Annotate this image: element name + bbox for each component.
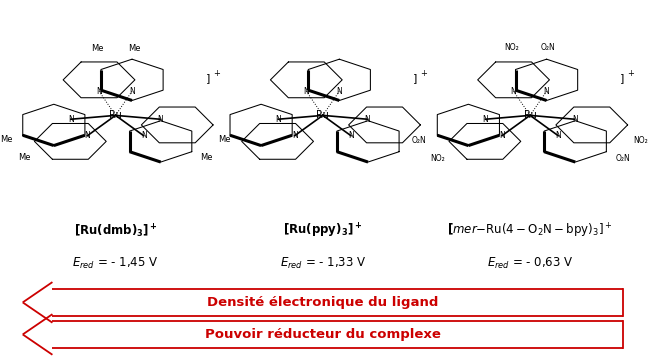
Text: Me: Me: [91, 45, 104, 53]
Text: N: N: [141, 131, 146, 140]
Text: ]: ]: [620, 74, 625, 84]
Text: NO₂: NO₂: [634, 135, 648, 145]
Text: $\bf{[Ru(ppy)_3]^+}$: $\bf{[Ru(ppy)_3]^+}$: [283, 222, 362, 240]
Text: Me: Me: [0, 135, 12, 144]
Text: O₂N: O₂N: [615, 154, 630, 163]
Text: $E_{red}$ = - 0,63 V: $E_{red}$ = - 0,63 V: [487, 256, 573, 271]
Text: $E_{red}$ = - 1,45 V: $E_{red}$ = - 1,45 V: [73, 256, 159, 271]
Text: +: +: [421, 69, 427, 78]
Text: +: +: [213, 69, 220, 78]
Text: ]: ]: [205, 74, 210, 84]
Text: N: N: [511, 87, 516, 96]
Text: NO₂: NO₂: [504, 43, 519, 52]
Text: NO₂: NO₂: [430, 154, 445, 163]
Text: N: N: [157, 115, 163, 124]
Text: N: N: [499, 131, 505, 140]
Text: $\bf{[Ru(dmb)_3]^+}$: $\bf{[Ru(dmb)_3]^+}$: [74, 223, 157, 240]
Text: N: N: [275, 115, 281, 124]
Text: Ru: Ru: [524, 110, 537, 120]
Text: N: N: [96, 87, 102, 96]
Text: $\bf{[\mathit{mer}\mathrm{-Ru(4-O_2N-bpy)_3]^+}}$: $\bf{[\mathit{mer}\mathrm{-Ru(4-O_2N-bpy…: [447, 222, 613, 240]
Text: N: N: [555, 131, 561, 140]
Text: O₂N: O₂N: [412, 135, 426, 145]
Text: N: N: [348, 131, 354, 140]
Text: Me: Me: [218, 135, 231, 144]
Text: Ru: Ru: [316, 110, 329, 120]
Text: N: N: [84, 131, 90, 140]
Text: N: N: [544, 87, 550, 96]
Text: N: N: [483, 115, 489, 124]
Text: +: +: [627, 69, 634, 78]
Text: N: N: [68, 115, 74, 124]
Text: N: N: [572, 115, 577, 124]
Text: Me: Me: [128, 45, 140, 53]
Text: Me: Me: [18, 153, 31, 162]
Text: ]: ]: [413, 74, 417, 84]
Text: $E_{red}$ = - 1,33 V: $E_{red}$ = - 1,33 V: [279, 256, 366, 271]
Text: N: N: [292, 131, 297, 140]
Text: Pouvoir réducteur du complexe: Pouvoir réducteur du complexe: [205, 328, 441, 341]
Text: N: N: [336, 87, 342, 96]
Text: N: N: [365, 115, 370, 124]
Text: N: N: [129, 87, 135, 96]
Text: Densité électronique du ligand: Densité électronique du ligand: [207, 296, 439, 309]
Text: Me: Me: [200, 153, 213, 162]
Text: O₂N: O₂N: [541, 43, 556, 52]
Text: N: N: [303, 87, 309, 96]
Text: Ru: Ru: [109, 110, 122, 120]
